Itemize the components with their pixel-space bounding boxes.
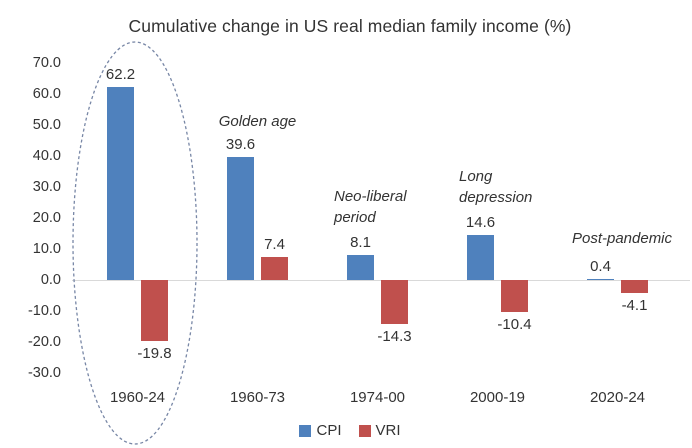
chart-title: Cumulative change in US real median fami… bbox=[128, 16, 572, 36]
bar-vri-1960-24 bbox=[141, 280, 168, 342]
annotation: Post-pandemic bbox=[571, 230, 673, 247]
legend-item-cpi: CPI bbox=[299, 422, 342, 439]
category-label-2020-24: 2020-24 bbox=[589, 389, 646, 406]
bar-cpi-2020-24 bbox=[587, 278, 614, 280]
bar-vri-1960-73 bbox=[261, 257, 288, 280]
legend: CPI VRI bbox=[8, 422, 692, 439]
bar-vri-1974-00 bbox=[381, 280, 408, 325]
bar-vri-2020-24 bbox=[621, 280, 648, 293]
y-axis-tick-label: 30.0 bbox=[32, 179, 61, 195]
annotation: Neo-liberal period bbox=[334, 188, 407, 226]
bar-cpi-1960-24 bbox=[107, 87, 134, 280]
data-label-vri-1960-73: 7.4 bbox=[264, 236, 285, 254]
bar-cpi-1974-00 bbox=[347, 254, 374, 280]
y-axis-tick-label: 70.0 bbox=[32, 55, 61, 71]
legend-swatch-vri bbox=[358, 424, 371, 437]
y-axis-tick-label: -20.0 bbox=[27, 334, 61, 350]
legend-item-vri: VRI bbox=[358, 422, 401, 439]
y-axis-tick-label: 50.0 bbox=[32, 117, 61, 133]
category-label-2000-19: 2000-19 bbox=[469, 389, 526, 406]
y-axis-tick-label: -10.0 bbox=[27, 303, 61, 319]
y-axis-tick-label: 40.0 bbox=[32, 148, 61, 164]
bar-cpi-2000-19 bbox=[467, 234, 494, 280]
data-label-cpi-2020-24: 0.4 bbox=[590, 257, 611, 275]
data-label-vri-2020-24: -4.1 bbox=[621, 296, 648, 314]
data-label-cpi-2000-19: 14.6 bbox=[465, 213, 496, 231]
legend-label: VRI bbox=[375, 422, 401, 439]
bar-vri-2000-19 bbox=[501, 280, 528, 313]
data-label-vri-2000-19: -10.4 bbox=[497, 316, 532, 334]
data-label-cpi-1974-00: 8.1 bbox=[350, 233, 371, 251]
bar-cpi-1960-73 bbox=[227, 157, 254, 280]
category-label-1960-24: 1960-24 bbox=[109, 389, 166, 406]
legend-swatch-cpi bbox=[299, 424, 312, 437]
data-label-vri-1974-00: -14.3 bbox=[377, 328, 412, 346]
annotation: Long depression bbox=[459, 168, 533, 206]
y-axis-tick-label: 10.0 bbox=[32, 241, 61, 257]
y-axis-tick-label: -30.0 bbox=[27, 365, 61, 381]
data-label-cpi-1960-24: 62.2 bbox=[105, 66, 136, 84]
data-label-cpi-1960-73: 39.6 bbox=[225, 136, 256, 154]
y-axis-tick-label: 20.0 bbox=[32, 210, 61, 226]
y-axis-tick-label: 60.0 bbox=[32, 86, 61, 102]
legend-label: CPI bbox=[316, 422, 342, 439]
category-label-1974-00: 1974-00 bbox=[349, 389, 406, 406]
category-label-1960-73: 1960-73 bbox=[229, 389, 286, 406]
data-label-vri-1960-24: -19.8 bbox=[137, 345, 172, 363]
y-axis-tick-label: 0.0 bbox=[40, 272, 61, 288]
annotation: Golden age bbox=[218, 113, 297, 130]
